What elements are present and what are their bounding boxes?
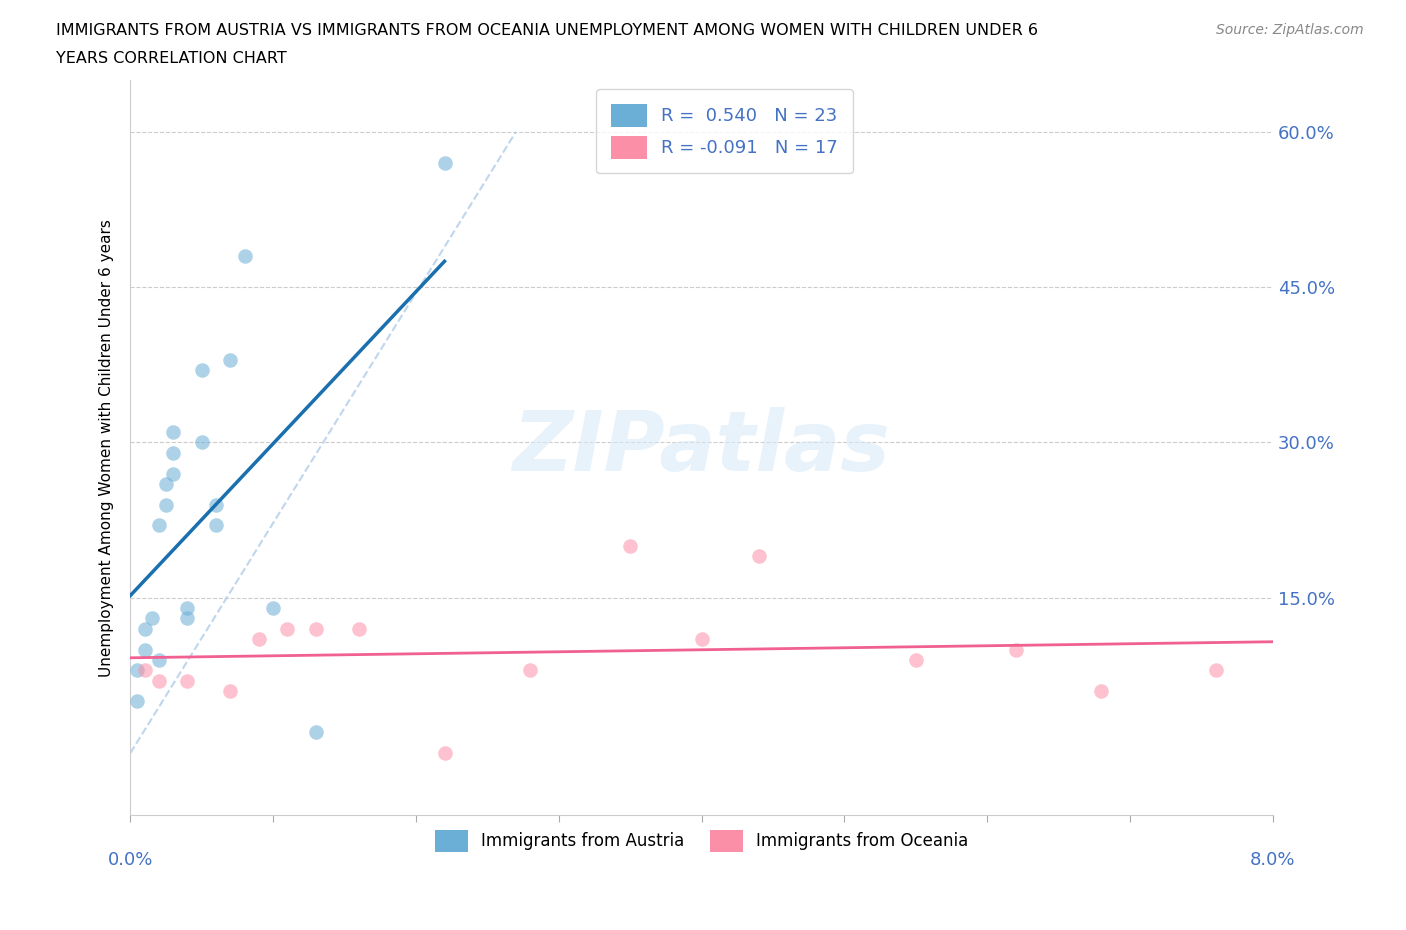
Text: 8.0%: 8.0% — [1250, 852, 1295, 870]
Point — [127, 694, 149, 709]
Point — [219, 684, 242, 698]
Point — [347, 621, 370, 636]
Point — [1090, 684, 1112, 698]
Point — [162, 445, 184, 460]
Point — [148, 653, 170, 668]
Text: ZIPatlas: ZIPatlas — [513, 407, 890, 488]
Point — [205, 498, 228, 512]
Point — [141, 611, 163, 626]
Point — [219, 352, 242, 367]
Point — [176, 673, 198, 688]
Point — [276, 621, 298, 636]
Y-axis label: Unemployment Among Women with Children Under 6 years: Unemployment Among Women with Children U… — [100, 219, 114, 677]
Text: 0.0%: 0.0% — [108, 852, 153, 870]
Point — [904, 653, 927, 668]
Point — [1004, 642, 1026, 657]
Point — [233, 248, 256, 263]
Point — [305, 724, 328, 739]
Legend: Immigrants from Austria, Immigrants from Oceania: Immigrants from Austria, Immigrants from… — [427, 824, 976, 858]
Point — [155, 498, 177, 512]
Point — [519, 663, 541, 678]
Point — [190, 363, 212, 378]
Point — [176, 611, 198, 626]
Point — [148, 673, 170, 688]
Point — [1205, 663, 1227, 678]
Point — [205, 518, 228, 533]
Point — [127, 663, 149, 678]
Point — [148, 518, 170, 533]
Text: Source: ZipAtlas.com: Source: ZipAtlas.com — [1216, 23, 1364, 37]
Point — [190, 435, 212, 450]
Point — [433, 155, 456, 170]
Point — [162, 466, 184, 481]
Point — [162, 425, 184, 440]
Point — [134, 621, 156, 636]
Point — [134, 642, 156, 657]
Point — [134, 663, 156, 678]
Point — [305, 621, 328, 636]
Point — [690, 631, 713, 646]
Point — [155, 476, 177, 491]
Point — [262, 601, 284, 616]
Point — [176, 601, 198, 616]
Point — [619, 538, 641, 553]
Point — [748, 549, 770, 564]
Text: IMMIGRANTS FROM AUSTRIA VS IMMIGRANTS FROM OCEANIA UNEMPLOYMENT AMONG WOMEN WITH: IMMIGRANTS FROM AUSTRIA VS IMMIGRANTS FR… — [56, 23, 1038, 38]
Point — [247, 631, 270, 646]
Text: YEARS CORRELATION CHART: YEARS CORRELATION CHART — [56, 51, 287, 66]
Point — [433, 746, 456, 761]
